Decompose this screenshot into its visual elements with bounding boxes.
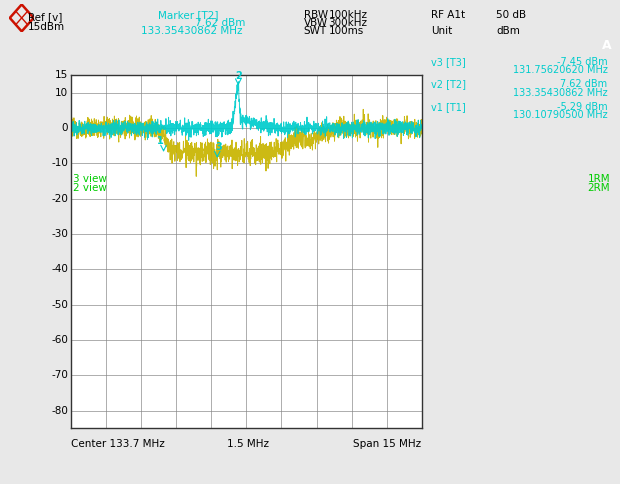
Text: 2RM: 2RM xyxy=(588,183,610,193)
Text: 1.5 MHz: 1.5 MHz xyxy=(227,439,269,450)
Text: 10: 10 xyxy=(55,88,68,98)
Text: 15dBm: 15dBm xyxy=(28,22,65,32)
Text: -70: -70 xyxy=(51,370,68,380)
Text: 100ms: 100ms xyxy=(329,26,364,36)
Text: -20: -20 xyxy=(51,194,68,204)
Text: -50: -50 xyxy=(51,300,68,310)
Text: 2: 2 xyxy=(235,71,242,80)
Text: Marker [T2]: Marker [T2] xyxy=(158,10,219,20)
Text: 300kHz: 300kHz xyxy=(329,18,368,28)
Text: VBW: VBW xyxy=(304,18,328,28)
Text: -60: -60 xyxy=(51,335,68,345)
Text: 1: 1 xyxy=(157,136,164,146)
Text: 133.35430862 MHz: 133.35430862 MHz xyxy=(141,26,243,36)
Text: RBW: RBW xyxy=(304,10,328,20)
Text: 3: 3 xyxy=(215,142,222,152)
Text: Span 15 MHz: Span 15 MHz xyxy=(353,439,422,450)
Text: -40: -40 xyxy=(51,264,68,274)
Text: 7.62 dBm: 7.62 dBm xyxy=(195,18,246,28)
Text: -7.45 dBm: -7.45 dBm xyxy=(557,57,608,67)
Text: Ref [v]: Ref [v] xyxy=(28,12,62,22)
Text: Unit: Unit xyxy=(431,26,452,36)
Text: 7.62 dBm: 7.62 dBm xyxy=(560,79,608,90)
Text: Center 133.7 MHz: Center 133.7 MHz xyxy=(71,439,165,450)
Text: 15: 15 xyxy=(55,70,68,80)
Text: -10: -10 xyxy=(51,158,68,168)
Text: -5.29 dBm: -5.29 dBm xyxy=(557,102,608,112)
Text: 133.35430862 MHz: 133.35430862 MHz xyxy=(513,88,608,98)
Text: 3 view: 3 view xyxy=(73,174,107,184)
Text: 2 view: 2 view xyxy=(73,183,107,193)
Text: SWT: SWT xyxy=(304,26,327,36)
Text: 50 dB: 50 dB xyxy=(496,10,526,20)
Text: 1RM: 1RM xyxy=(588,174,610,184)
Text: -80: -80 xyxy=(51,406,68,416)
Text: v3 [T3]: v3 [T3] xyxy=(431,57,466,67)
Text: -30: -30 xyxy=(51,229,68,239)
Text: 130.10790500 MHz: 130.10790500 MHz xyxy=(513,110,608,121)
Text: v2 [T2]: v2 [T2] xyxy=(431,79,466,90)
Text: A: A xyxy=(601,39,611,51)
Text: 100kHz: 100kHz xyxy=(329,10,368,20)
Text: v1 [T1]: v1 [T1] xyxy=(431,102,466,112)
Text: 131.75620620 MHz: 131.75620620 MHz xyxy=(513,65,608,75)
Text: 0: 0 xyxy=(62,123,68,133)
Text: dBm: dBm xyxy=(496,26,520,36)
Text: RF A1t: RF A1t xyxy=(431,10,465,20)
